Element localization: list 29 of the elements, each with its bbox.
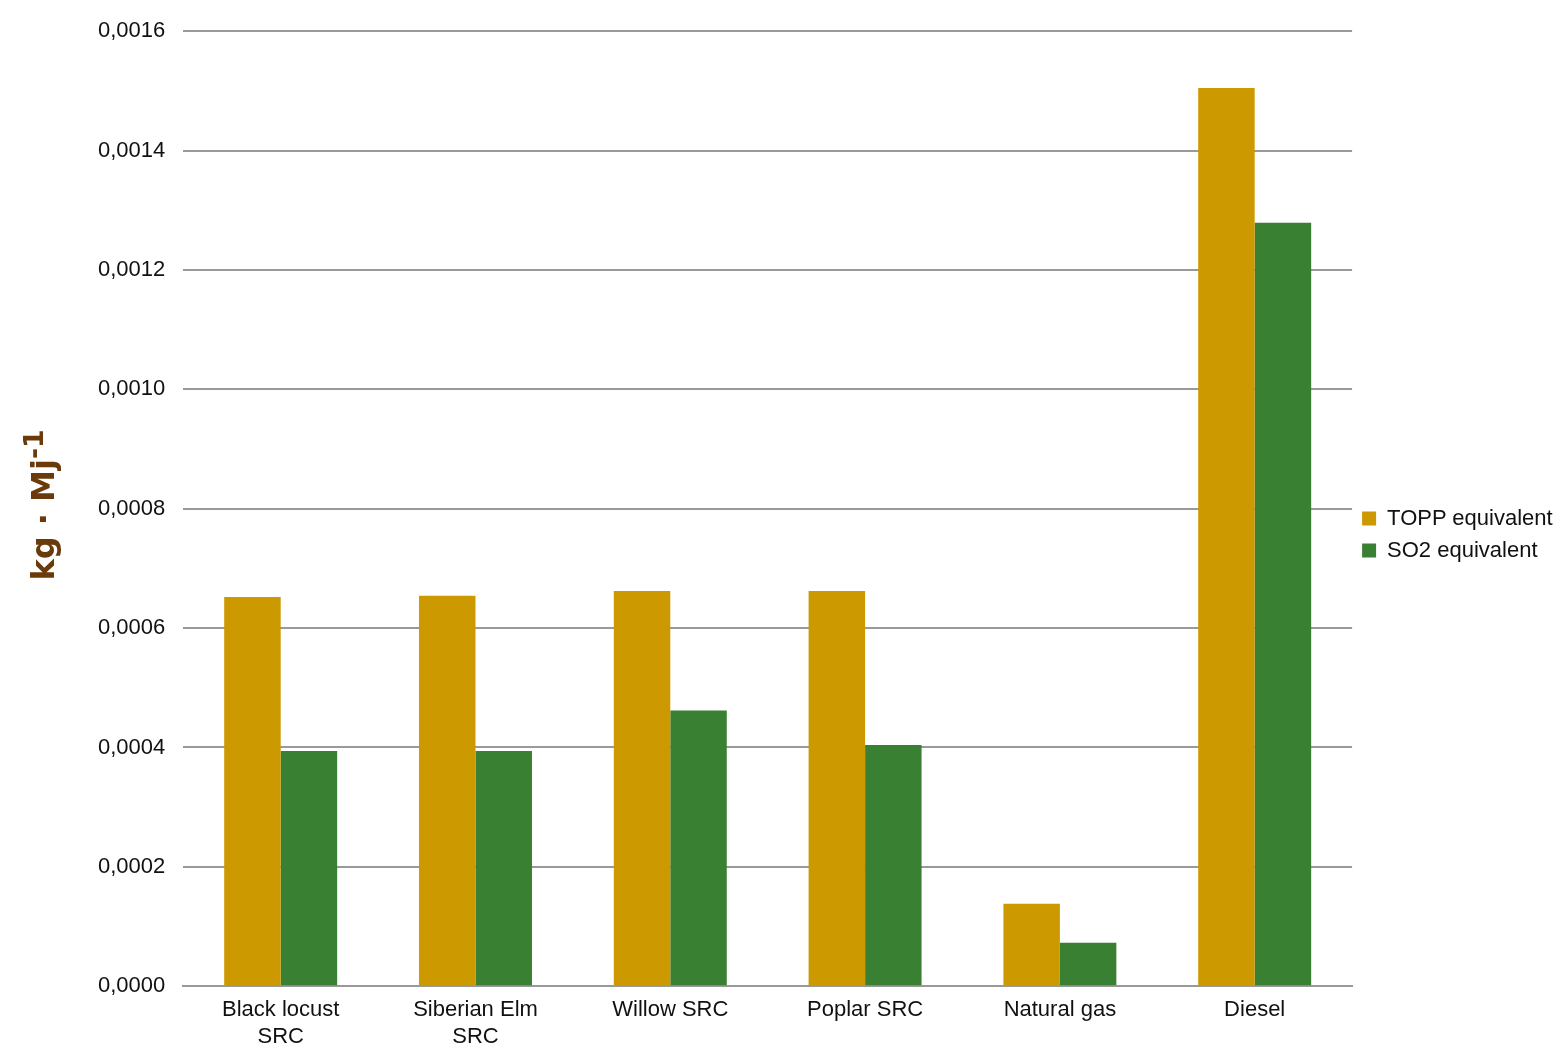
x-tick-label: Natural gas [1003,996,1117,1022]
bar [1003,903,1060,986]
y-tick-label: 0,0014 [97,136,166,162]
x-tick-label: Poplar SRC [807,996,924,1022]
y-tick-label: 0,0016 [97,17,166,43]
y-tick-label: 0,0006 [97,614,166,640]
bar [224,597,281,986]
bar [280,751,338,986]
y-tick-label: 0,0002 [97,852,166,878]
bar [419,595,476,986]
y-tick-label: 0,0012 [97,256,166,282]
legend-label: TOPP equivalent [1387,504,1553,530]
bar [1254,222,1312,986]
bar [1198,87,1255,986]
bar [865,745,922,986]
bar [670,710,727,986]
x-tick-label: Black locust SRC [221,996,340,1048]
y-tick-label: 0,0008 [97,494,166,520]
bar [808,591,866,986]
x-tick-label: Siberian Elm SRC [413,996,538,1048]
y-tick-label: 0,0004 [97,733,166,759]
bar [613,591,671,986]
y-tick-label: 0,0010 [97,375,166,401]
legend-label: SO2 equivalent [1387,536,1538,562]
x-tick-label: Diesel [1224,996,1286,1022]
bar [475,751,532,986]
x-tick-label: Willow SRC [612,996,729,1022]
y-tick-label: 0,0000 [97,972,166,998]
bar [1059,942,1117,986]
